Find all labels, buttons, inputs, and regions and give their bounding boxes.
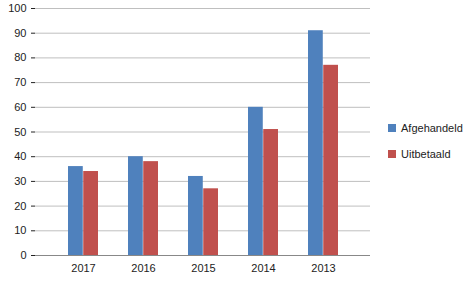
- html-text:Afgehandeld: Afgehandeld: [401, 121, 463, 134]
- svg-text:70: 70: [14, 76, 26, 88]
- svg-text:2013: 2013: [311, 262, 335, 274]
- svg-text:2017: 2017: [71, 262, 95, 274]
- svg-text:80: 80: [14, 51, 26, 63]
- svg-text:2016: 2016: [131, 262, 155, 274]
- html-text:Uitbetaald: Uitbetaald: [401, 147, 451, 160]
- svg-text:2015: 2015: [191, 262, 215, 274]
- svg-text:20: 20: [14, 200, 26, 212]
- svg-text:60: 60: [14, 101, 26, 113]
- svg-text:30: 30: [14, 175, 26, 187]
- svg-text:90: 90: [14, 27, 26, 39]
- svg-text:50: 50: [14, 126, 26, 138]
- svg-text:100: 100: [8, 2, 26, 14]
- svg-text:40: 40: [14, 150, 26, 162]
- svg-text:2014: 2014: [251, 262, 275, 274]
- svg-text:10: 10: [14, 224, 26, 236]
- svg-text:0: 0: [20, 249, 26, 261]
